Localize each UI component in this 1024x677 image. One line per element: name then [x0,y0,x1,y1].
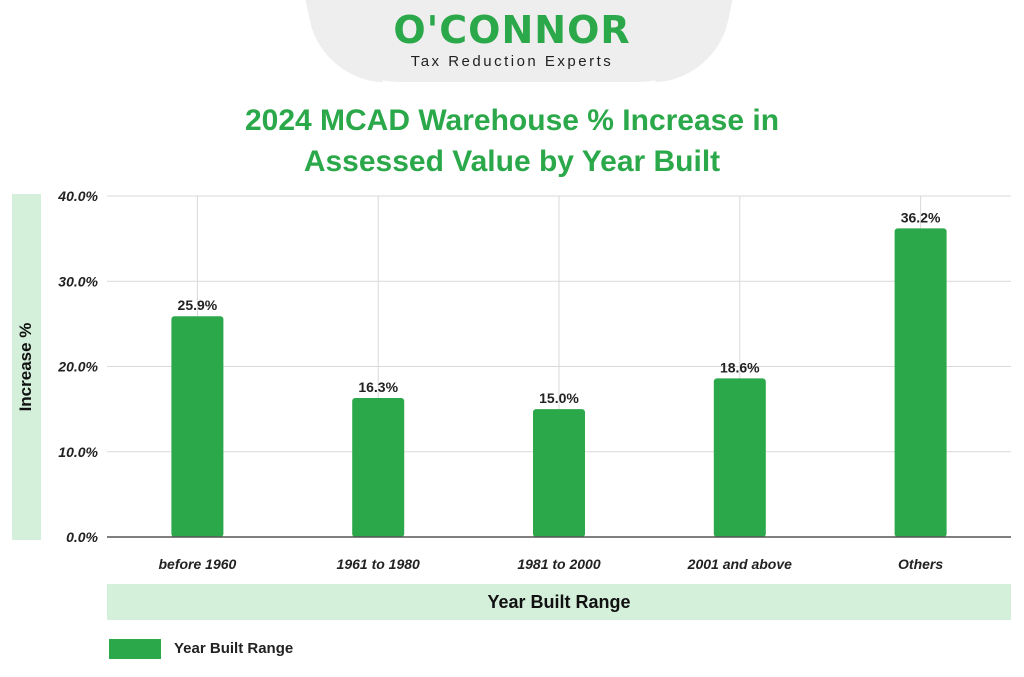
bar-value-label: 18.6% [720,359,760,375]
x-axis-label: Year Built Range [487,592,631,612]
bar [533,409,585,537]
y-tick-label: 40.0% [57,188,98,204]
x-tick-label: Others [898,556,943,572]
y-axis-label-band [12,194,41,540]
chart-title-line-1: 2024 MCAD Warehouse % Increase in [244,104,780,137]
legend-swatch [109,639,161,659]
bar-value-label: 36.2% [901,209,941,225]
x-tick-label: before 1960 [158,556,236,572]
logo-tagline: Tax Reduction Experts [410,53,614,70]
bar-value-label: 15.0% [539,390,579,406]
logo-banner [328,0,710,82]
bar [352,398,405,537]
bar [713,378,766,537]
chart-title-line-2: Assessed Value by Year Built [303,145,721,178]
chart-title: 2024 MCAD Warehouse % Increase in Assess… [0,100,1024,182]
x-tick-label: 1981 to 2000 [517,556,600,572]
bar [894,228,947,537]
y-tick-label: 10.0% [58,444,98,460]
bar-value-label: 16.3% [358,379,398,395]
legend-label: Year Built Range [174,640,294,657]
x-tick-label: 2001 and above [687,556,792,572]
x-axis-label-band [107,584,1011,620]
bar [171,316,224,537]
y-tick-label: 20.0% [57,359,98,375]
x-tick-label: 1961 to 1980 [337,556,420,572]
y-tick-label: 30.0% [58,273,98,289]
bar-value-label: 25.9% [178,297,218,313]
logo-name: O'CONNOR [393,8,631,52]
y-tick-label: 0.0% [66,529,98,545]
